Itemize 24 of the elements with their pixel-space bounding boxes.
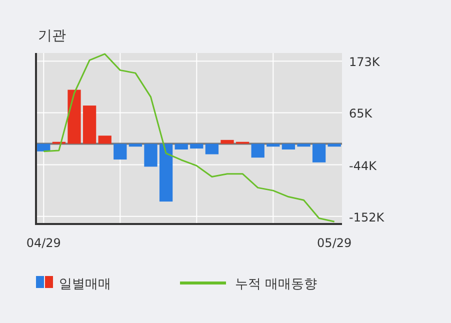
bar [159, 144, 173, 202]
y-tick-label: -152K [349, 210, 386, 224]
bar [205, 144, 219, 154]
y-tick-label: 173K [349, 55, 381, 70]
legend-label: 일별매매 [59, 277, 111, 292]
bar [82, 106, 96, 144]
bar [144, 144, 158, 167]
bar [114, 144, 127, 160]
bar [220, 140, 234, 144]
bar [190, 144, 204, 149]
bar [68, 90, 81, 144]
bar [312, 144, 326, 162]
bar [174, 144, 188, 150]
line-series [42, 53, 336, 222]
chart-title: 기관 [38, 28, 66, 44]
bar [37, 144, 50, 152]
bar [251, 144, 264, 158]
legend-label: 누적 매매동향 [235, 277, 318, 292]
bar [98, 136, 112, 144]
y-tick-label: -44K [349, 158, 378, 173]
bar [282, 144, 296, 150]
y-tick-label: 65K [349, 106, 374, 121]
x-tick-label: 04/29 [26, 236, 61, 250]
x-tick-label: 05/29 [317, 236, 352, 250]
